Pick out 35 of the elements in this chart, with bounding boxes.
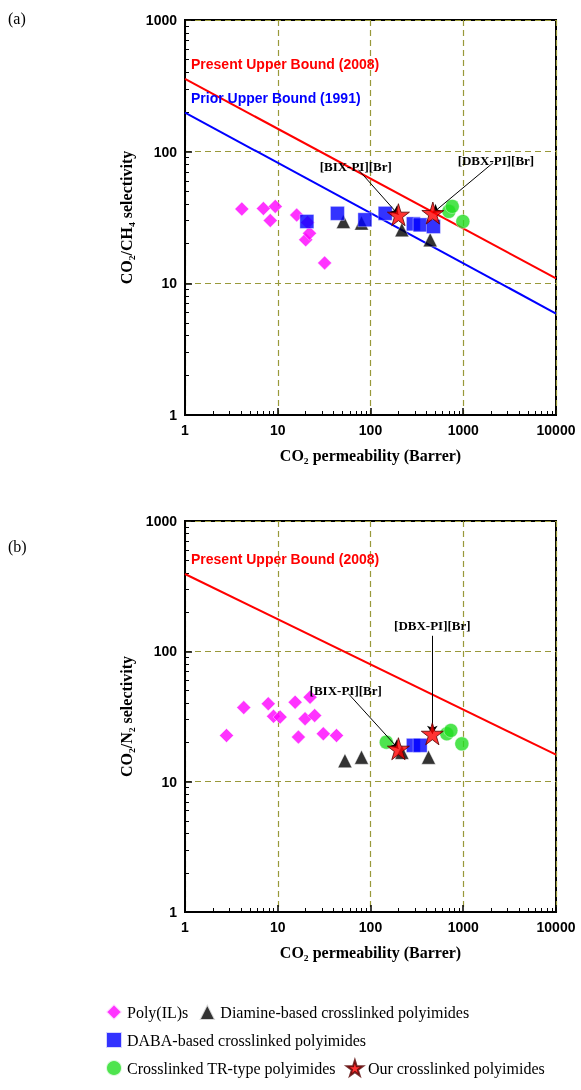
x-tick-label: 1 (181, 422, 190, 438)
x-tick-label: 10 (269, 422, 286, 438)
y-axis-title: CO₂/N₂ selectivity (118, 655, 137, 778)
y-axis-title: CO₂/CH₄ selectivity (118, 150, 137, 285)
annotation: [DBX-PI][Br] (457, 152, 535, 168)
y-tick-label: 10 (161, 773, 178, 790)
legend-label: Poly(IL)s (127, 1003, 189, 1022)
legend-label: Crosslinked TR-type polyimides (127, 1059, 336, 1078)
legend-label: Our crosslinked polyimides (367, 1059, 545, 1078)
y-tick-label: 10 (161, 275, 178, 292)
x-tick-label: 1 (181, 919, 190, 935)
legend-label: Diamine-based crosslinked polyimides (220, 1003, 470, 1022)
series-label: Present Upper Bound (2008) (190, 55, 380, 72)
x-axis-title: CO₂ permeability (Barrer) (279, 943, 462, 962)
x-tick-label: 10 (269, 919, 286, 935)
x-tick-label: 10000 (536, 919, 576, 935)
y-tick-label: 1 (169, 407, 178, 423)
y-tick-label: 100 (153, 643, 178, 660)
series-label: Present Upper Bound (2008) (190, 551, 380, 567)
y-tick-label: 1000 (145, 12, 178, 28)
legend-label: DABA-based crosslinked polyimides (127, 1031, 367, 1050)
x-axis-title: CO₂ permeability (Barrer) (279, 446, 462, 465)
annotation: [DBX-PI][Br] (394, 617, 471, 633)
y-tick-label: 1000 (145, 513, 178, 529)
x-tick-label: 10000 (536, 422, 576, 438)
y-tick-label: 100 (153, 143, 178, 160)
y-tick-label: 1 (169, 904, 178, 920)
text: (a) (8, 9, 26, 28)
x-tick-label: 1000 (447, 919, 480, 935)
text: (b) (8, 537, 27, 556)
series-label: Prior Upper Bound (1991) (190, 89, 361, 106)
annotation: [BIX-PI][Br] (309, 683, 382, 699)
x-tick-label: 100 (358, 919, 383, 935)
x-tick-label: 1000 (447, 422, 480, 438)
x-tick-label: 100 (358, 422, 383, 438)
